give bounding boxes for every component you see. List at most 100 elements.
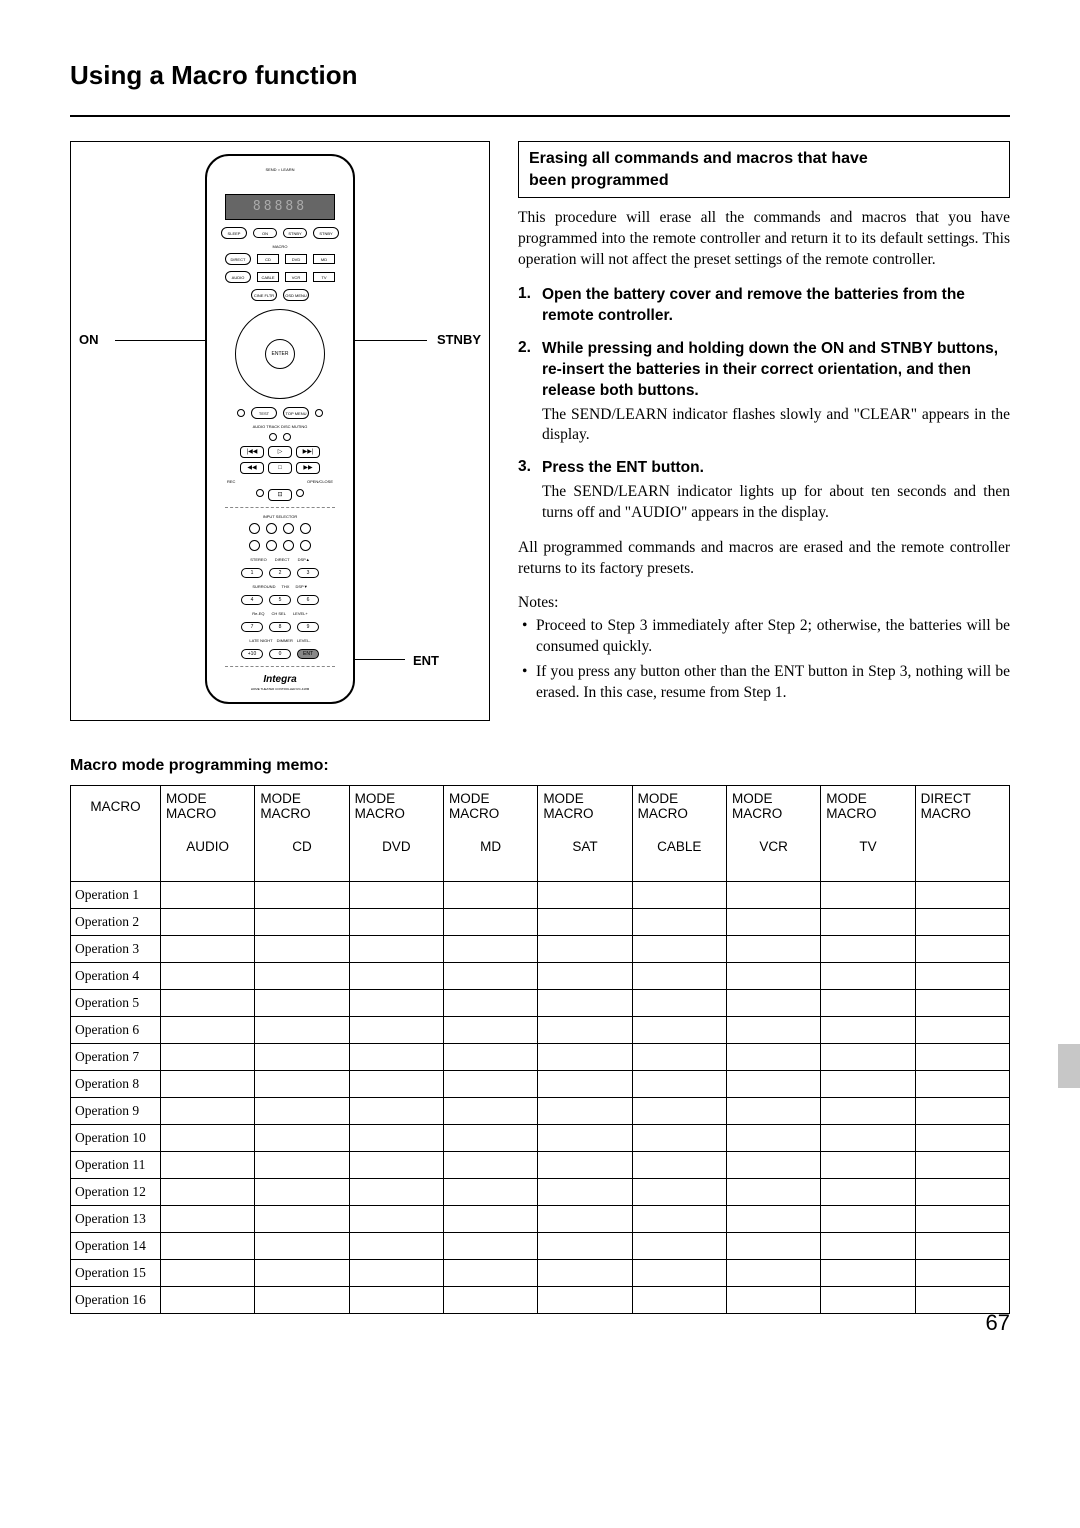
memo-cell (632, 1125, 726, 1152)
memo-cell (255, 1287, 349, 1314)
table-row: Operation 14 (71, 1233, 1010, 1260)
memo-cell (915, 1017, 1009, 1044)
memo-cell (632, 1098, 726, 1125)
memo-cell (538, 1260, 632, 1287)
memo-cell (349, 1152, 443, 1179)
table-row: Operation 12 (71, 1179, 1010, 1206)
memo-cell (538, 1125, 632, 1152)
two-column-layout: ON STNBY ENT SEND ○ LEARN SLEEPONSTNBYST… (70, 141, 1010, 721)
operation-label: Operation 3 (71, 936, 161, 963)
memo-cell (443, 1152, 537, 1179)
memo-cell (726, 1260, 820, 1287)
memo-cell (632, 1179, 726, 1206)
memo-cell (255, 1017, 349, 1044)
memo-cell (538, 990, 632, 1017)
remote-frame: ON STNBY ENT SEND ○ LEARN SLEEPONSTNBYST… (70, 141, 490, 721)
memo-cell (349, 1098, 443, 1125)
memo-cell (632, 1152, 726, 1179)
memo-cell (632, 963, 726, 990)
title-rule (70, 115, 1010, 117)
memo-cell (255, 936, 349, 963)
table-row: Operation 8 (71, 1071, 1010, 1098)
memo-cell (538, 1044, 632, 1071)
memo-cell (821, 1206, 915, 1233)
memo-cell (538, 1017, 632, 1044)
memo-cell (443, 1287, 537, 1314)
memo-cell (255, 1233, 349, 1260)
memo-cell (255, 1125, 349, 1152)
memo-cell (915, 1152, 1009, 1179)
memo-cell (726, 990, 820, 1017)
memo-cell (821, 1287, 915, 1314)
step-list: Open the battery cover and remove the ba… (518, 285, 1010, 524)
memo-cell (349, 1125, 443, 1152)
table-row: Operation 5 (71, 990, 1010, 1017)
memo-cell (726, 1071, 820, 1098)
memo-cell (349, 936, 443, 963)
operation-label: Operation 15 (71, 1260, 161, 1287)
memo-cell (349, 1017, 443, 1044)
memo-cell (821, 1017, 915, 1044)
memo-cell (443, 1179, 537, 1206)
memo-cell (349, 963, 443, 990)
memo-cell (821, 963, 915, 990)
section-box-title: Erasing all commands and macros that hav… (518, 141, 1010, 198)
dpad (235, 309, 325, 399)
memo-cell (349, 1179, 443, 1206)
memo-cell (821, 1125, 915, 1152)
operation-label: Operation 5 (71, 990, 161, 1017)
memo-cell (915, 1098, 1009, 1125)
memo-cell (821, 1152, 915, 1179)
post-paragraph: All programmed commands and macros are e… (518, 538, 1010, 580)
table-row: Operation 9 (71, 1098, 1010, 1125)
memo-cell (821, 1260, 915, 1287)
operation-label: Operation 6 (71, 1017, 161, 1044)
page-number: 67 (986, 1310, 1010, 1336)
note-item: Proceed to Step 3 immediately after Step… (518, 616, 1010, 658)
table-row: Operation 1 (71, 882, 1010, 909)
memo-cell (915, 1260, 1009, 1287)
memo-cell (538, 1098, 632, 1125)
memo-cell (161, 1233, 255, 1260)
memo-cell (443, 1125, 537, 1152)
memo-cell (821, 1098, 915, 1125)
memo-cell (726, 1044, 820, 1071)
memo-cell (538, 1206, 632, 1233)
memo-cell (161, 1152, 255, 1179)
leader-on (115, 340, 217, 341)
step-2: While pressing and holding down the ON a… (518, 339, 1010, 447)
memo-cell (726, 1287, 820, 1314)
remote-body: SEND ○ LEARN SLEEPONSTNBYSTNBY MACRO DIR… (205, 154, 355, 704)
memo-cell (255, 1044, 349, 1071)
memo-cell (161, 882, 255, 909)
notes-heading: Notes: (518, 594, 1010, 612)
label-stnby: STNBY (437, 332, 481, 347)
memo-cell (255, 1071, 349, 1098)
memo-cell (726, 1179, 820, 1206)
memo-cell (538, 1071, 632, 1098)
memo-cell (632, 882, 726, 909)
memo-cell (349, 1071, 443, 1098)
memo-cell (726, 936, 820, 963)
memo-cell (538, 1287, 632, 1314)
label-ent: ENT (413, 653, 439, 668)
table-row: Operation 6 (71, 1017, 1010, 1044)
memo-cell (726, 1017, 820, 1044)
operation-label: Operation 16 (71, 1287, 161, 1314)
memo-cell (443, 1206, 537, 1233)
memo-cell (915, 963, 1009, 990)
memo-cell (726, 1233, 820, 1260)
memo-cell (443, 1044, 537, 1071)
operation-label: Operation 11 (71, 1152, 161, 1179)
memo-cell (632, 1233, 726, 1260)
memo-cell (538, 1152, 632, 1179)
memo-cell (726, 909, 820, 936)
memo-cell (349, 1233, 443, 1260)
memo-cell (915, 1071, 1009, 1098)
memo-table: MACRO MODEMACROAUDIO MODEMACROCD MODEMAC… (70, 785, 1010, 1314)
memo-cell (161, 936, 255, 963)
memo-cell (915, 1206, 1009, 1233)
memo-cell (349, 1044, 443, 1071)
table-header-row: MACRO MODEMACROAUDIO MODEMACROCD MODEMAC… (71, 786, 1010, 882)
side-tab (1058, 1044, 1080, 1088)
